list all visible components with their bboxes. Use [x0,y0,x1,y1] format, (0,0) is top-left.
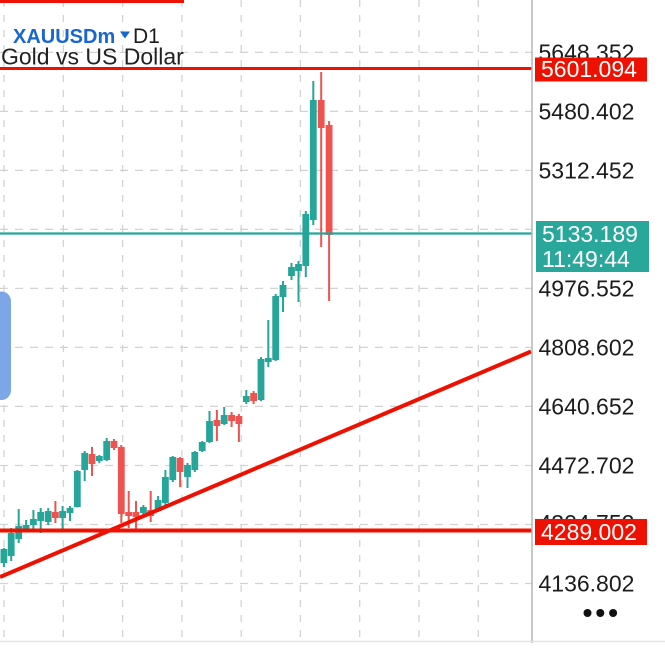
svg-text:5133.189: 5133.189 [542,221,638,247]
svg-text:5480.402: 5480.402 [539,98,635,124]
svg-text:4289.002: 4289.002 [541,519,637,545]
svg-text:4808.602: 4808.602 [539,334,635,360]
svg-text:11:49:44: 11:49:44 [542,246,630,272]
svg-text:4136.802: 4136.802 [539,571,635,597]
svg-text:XAUUSDm: XAUUSDm [13,26,115,48]
svg-text:Gold vs US Dollar: Gold vs US Dollar [1,44,184,70]
svg-text:5312.452: 5312.452 [539,157,635,183]
svg-text:4472.702: 4472.702 [539,453,635,479]
svg-text:4976.552: 4976.552 [539,275,635,301]
svg-text:D1: D1 [133,25,160,48]
svg-text:5601.094: 5601.094 [541,56,637,82]
svg-text:4640.652: 4640.652 [539,393,635,419]
